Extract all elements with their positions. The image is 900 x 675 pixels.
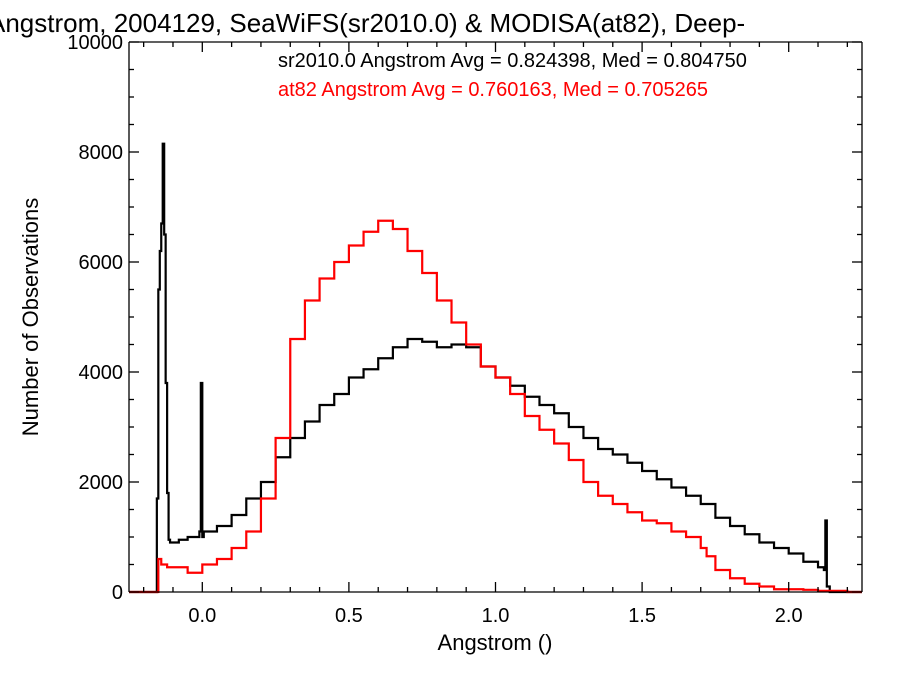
- y-tick-label: 10000: [67, 32, 123, 54]
- series-0-line: [129, 142, 862, 594]
- y-tick-label: 4000: [79, 362, 124, 384]
- y-tick-label: 2000: [79, 472, 124, 494]
- y-axis-label: Number of Observations: [18, 198, 43, 436]
- chart-title: Angstrom, 2004129, SeaWiFS(sr2010.0) & M…: [0, 8, 745, 38]
- x-tick-label: 0.0: [188, 605, 216, 627]
- annotation-sr2010-stats: sr2010.0 Angstrom Avg = 0.824398, Med = …: [278, 50, 747, 72]
- y-tick-label: 8000: [79, 142, 124, 164]
- x-tick-label: 1.0: [482, 605, 510, 627]
- annotation-at82-stats: at82 Angstrom Avg = 0.760163, Med = 0.70…: [278, 79, 708, 101]
- x-tick-label: 1.5: [628, 605, 656, 627]
- tick-labels-layer: 0.0 0.5 1.0 1.5 2.0 0 2000 4000 6000 8000 10000: [67, 32, 802, 627]
- x-tick-label: 2.0: [775, 605, 803, 627]
- y-tick-label: 6000: [79, 252, 124, 274]
- x-tick-label: 0.5: [335, 605, 363, 627]
- ticks-layer: [129, 41, 862, 593]
- series-layer: [129, 142, 862, 594]
- x-axis-label: Angstrom (): [438, 630, 553, 655]
- y-tick-label: 0: [112, 582, 123, 604]
- series-1-line: [129, 219, 862, 594]
